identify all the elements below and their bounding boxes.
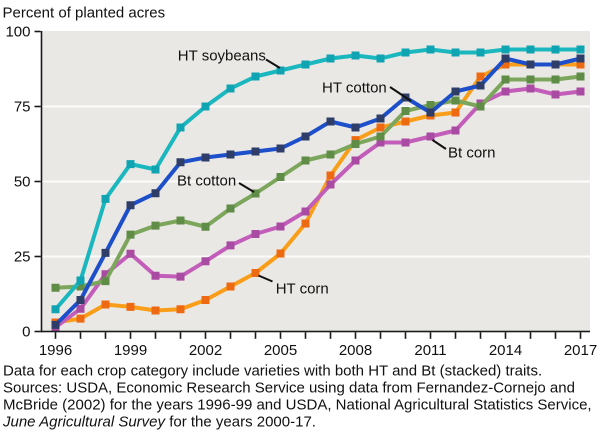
svg-text:2014: 2014 xyxy=(489,342,522,359)
svg-text:1999: 1999 xyxy=(114,342,147,359)
svg-text:HT cotton: HT cotton xyxy=(322,80,387,97)
svg-text:HT soybeans: HT soybeans xyxy=(178,48,266,65)
svg-text:Bt corn: Bt corn xyxy=(448,144,496,161)
svg-text:Sources: USDA, Economic Resear: Sources: USDA, Economic Research Service… xyxy=(3,379,575,396)
svg-text:50: 50 xyxy=(14,174,31,191)
svg-text:2002: 2002 xyxy=(189,342,222,359)
svg-text:Data for each crop category in: Data for each crop category include vari… xyxy=(3,362,542,379)
svg-text:1996: 1996 xyxy=(39,342,72,359)
svg-text:2017: 2017 xyxy=(564,342,597,359)
svg-text:100: 100 xyxy=(5,24,30,41)
svg-text:Bt cotton: Bt cotton xyxy=(177,173,236,190)
svg-text:2011: 2011 xyxy=(414,342,446,359)
svg-text:HT corn: HT corn xyxy=(276,281,329,298)
svg-text:McBride (2002) for the years 1: McBride (2002) for the years 1996-99 and… xyxy=(3,396,592,413)
svg-text:2008: 2008 xyxy=(339,342,372,359)
svg-text:2005: 2005 xyxy=(264,342,297,359)
svg-text:June Agricultural Survey for t: June Agricultural Survey for the years 2… xyxy=(2,413,316,430)
svg-text:0: 0 xyxy=(22,324,30,341)
svg-text:75: 75 xyxy=(14,99,31,116)
svg-text:25: 25 xyxy=(14,249,31,266)
svg-text:Percent of planted acres: Percent of planted acres xyxy=(3,5,166,22)
